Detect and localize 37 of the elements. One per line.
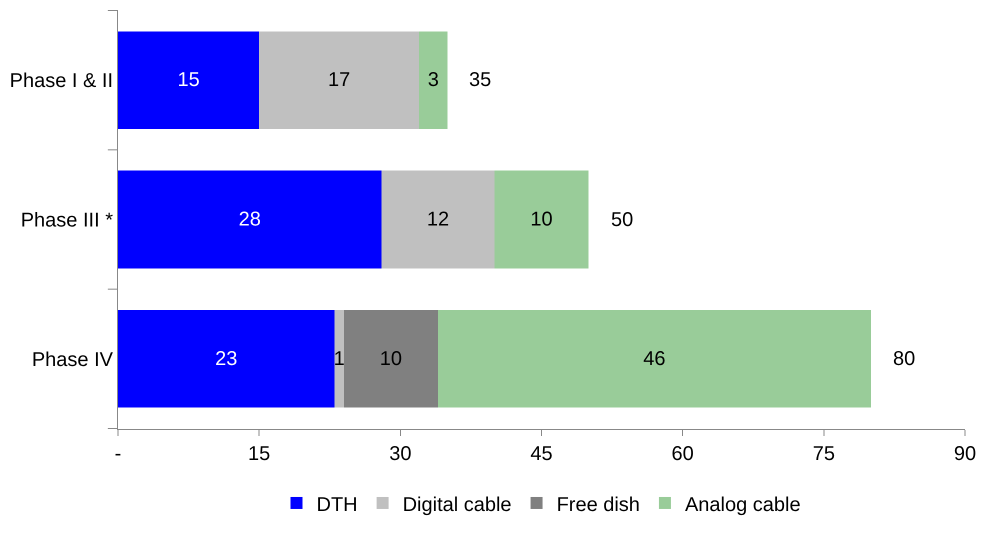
x-tick-label: - [114,443,122,465]
bar [344,310,438,408]
bar [334,310,344,408]
bar [259,31,420,129]
data-label: 28 [238,208,261,230]
legend-label: Analog cable [684,494,801,516]
bar [419,31,448,129]
data-label: 12 [426,208,450,230]
data-label: 17 [328,69,350,92]
total-label: 50 [611,209,634,231]
bar [118,310,334,408]
x-tick-label: 75 [812,443,835,465]
bar [118,31,260,129]
bar [494,170,589,268]
data-label: 23 [215,348,238,370]
y-tick-label: Phase III * [20,210,114,232]
data-label: 46 [643,348,666,370]
y-tick-label: Phase IV [32,348,114,371]
x-tick-label: 90 [954,443,976,465]
data-label: 10 [530,208,553,230]
legend-label: DTH [316,494,358,516]
data-label: 1 [334,348,345,370]
legend-label: Digital cable [402,494,512,516]
bar [118,170,382,268]
data-label: 15 [177,69,200,92]
y-tick-label: Phase I & II [10,70,113,92]
data-label: 10 [380,348,402,370]
x-tick-label: 15 [248,443,270,465]
bar [438,310,871,408]
total-label: 80 [893,348,916,370]
x-tick-label: 45 [530,443,553,465]
total-label: 35 [469,69,492,91]
data-label: 3 [428,69,439,92]
x-tick-label: 30 [389,443,412,465]
x-tick-label: 60 [672,443,694,465]
bar [382,170,494,268]
legend-label: Free dish [556,494,640,516]
